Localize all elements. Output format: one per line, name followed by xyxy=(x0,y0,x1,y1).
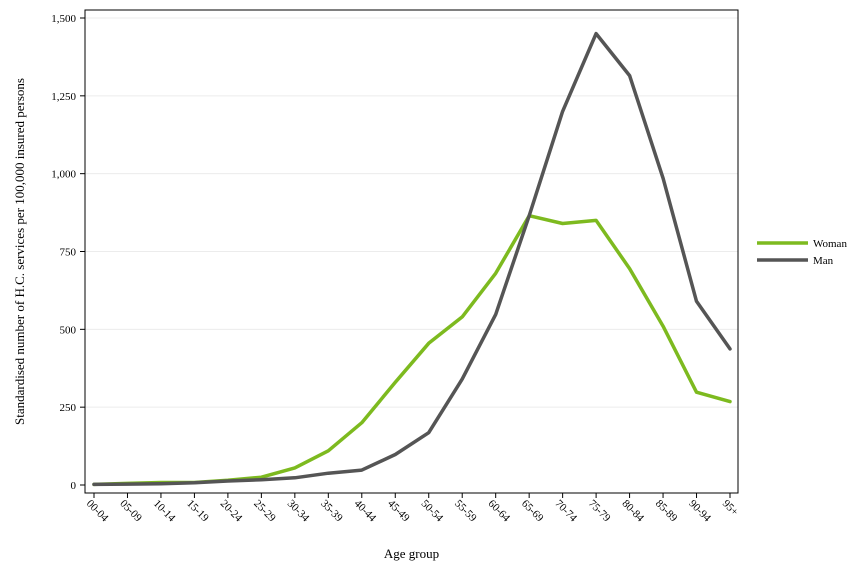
legend: Woman Man xyxy=(757,238,847,267)
legend-label-man: Man xyxy=(813,255,834,267)
y-tick-label: 1,250 xyxy=(51,91,76,103)
y-tick-label: 1,000 xyxy=(51,169,76,181)
y-tick-label: 750 xyxy=(60,247,77,259)
y-axis-ticks: 0 250 500 750 1,000 1,250 1,500 xyxy=(51,13,85,492)
y-tick-label: 250 xyxy=(60,402,77,414)
y-tick-label: 1,500 xyxy=(51,13,76,25)
x-axis-label: Age group xyxy=(384,546,439,561)
gridlines xyxy=(85,17,738,408)
y-tick-label: 500 xyxy=(60,324,77,336)
legend-label-woman: Woman xyxy=(813,238,847,250)
series-lines xyxy=(92,31,732,487)
y-axis-label: Standardised number of H.C. services per… xyxy=(12,78,27,425)
series-line-man xyxy=(92,31,732,487)
y-tick-label: 0 xyxy=(71,480,77,492)
